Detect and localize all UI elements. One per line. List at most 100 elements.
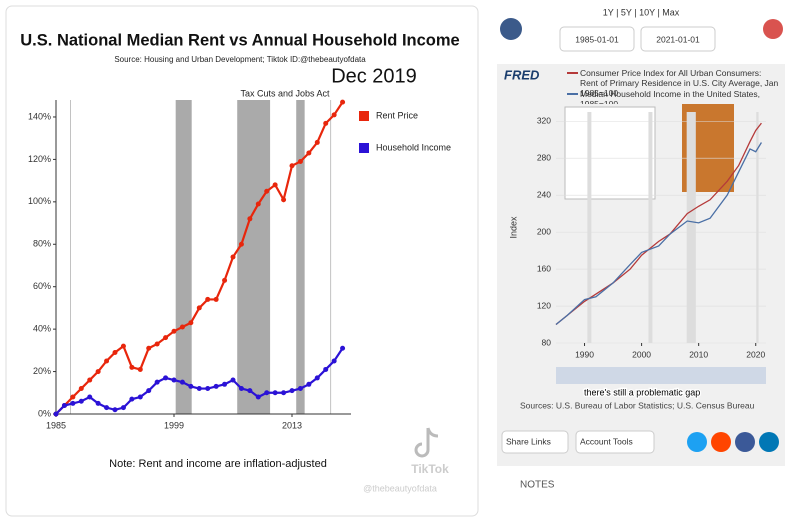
watermark-brand: TikTok — [411, 462, 449, 476]
twitter-button[interactable] — [687, 432, 707, 452]
linkedin-button[interactable] — [759, 432, 779, 452]
range-buttons[interactable]: 1Y | 5Y | 10Y | Max — [603, 7, 680, 17]
data-point — [112, 407, 118, 413]
account-tools-button[interactable] — [575, 430, 655, 454]
y-tick-label: 80% — [33, 239, 51, 249]
data-point — [314, 139, 320, 145]
data-point — [70, 394, 76, 400]
data-point — [264, 390, 270, 396]
data-point — [314, 375, 320, 381]
data-point — [213, 296, 219, 302]
data-point — [281, 390, 287, 396]
data-point — [171, 377, 177, 383]
data-point — [323, 366, 329, 372]
data-point — [179, 324, 185, 330]
x-tick-label: 2000 — [632, 349, 651, 359]
settings-icon[interactable] — [763, 19, 783, 39]
y-tick-label: 80 — [542, 337, 552, 347]
x-tick-label: 1990 — [575, 349, 594, 359]
data-point — [230, 377, 236, 383]
legend-label: Rent Price — [376, 110, 418, 120]
data-point — [281, 197, 287, 203]
data-point — [205, 386, 211, 392]
data-point — [255, 394, 261, 400]
data-point — [104, 405, 110, 411]
data-point — [272, 182, 278, 188]
chart-title: U.S. National Median Rent vs Annual Hous… — [20, 31, 459, 49]
data-point — [205, 296, 211, 302]
data-point — [154, 341, 160, 347]
legend-swatch — [359, 143, 369, 153]
end-date-input[interactable] — [640, 26, 716, 52]
notes-section — [497, 466, 785, 516]
series-line — [555, 142, 762, 326]
data-point — [306, 381, 312, 387]
range-slider[interactable] — [556, 367, 766, 384]
shaded-period — [756, 112, 759, 343]
data-point — [146, 345, 152, 351]
data-point — [104, 358, 110, 364]
x-tick-label: 1999 — [164, 420, 184, 430]
chart-note: Note: Rent and income are inflation-adju… — [109, 458, 327, 470]
data-point — [331, 358, 337, 364]
x-tick-label: 2010 — [689, 349, 708, 359]
data-point — [222, 381, 228, 387]
download-icon[interactable] — [500, 18, 522, 40]
x-tick-label: 1985 — [46, 420, 66, 430]
data-point — [87, 377, 93, 383]
data-point — [120, 343, 126, 349]
data-point — [297, 159, 303, 165]
x-tick-label: 2020 — [746, 349, 765, 359]
data-point — [188, 383, 194, 389]
y-tick-label: 60% — [33, 281, 51, 291]
start-date-input[interactable] — [559, 26, 635, 52]
y-tick-label: 120% — [28, 154, 51, 164]
data-point — [238, 386, 244, 392]
data-point — [196, 386, 202, 392]
legend-label: Household Income — [376, 142, 451, 152]
data-point — [129, 396, 135, 402]
shaded-period — [686, 112, 696, 343]
y-tick-label: 200 — [537, 226, 551, 236]
data-point — [255, 201, 261, 207]
data-point — [146, 388, 152, 394]
start-date: 1985-01-01 — [575, 34, 619, 44]
data-point — [264, 188, 270, 194]
date-annotation: Dec 2019 — [331, 65, 417, 87]
data-point — [112, 349, 118, 355]
y-tick-label: 160 — [537, 263, 551, 273]
y-tick-label: 100% — [28, 196, 51, 206]
chart-source: Source: Housing and Urban Development; T… — [114, 55, 366, 64]
data-point — [61, 403, 67, 409]
data-point — [196, 305, 202, 311]
y-tick-label: 280 — [537, 152, 551, 162]
reddit-button[interactable] — [711, 432, 731, 452]
y-tick-label: 0% — [38, 408, 51, 418]
facebook-button[interactable] — [735, 432, 755, 452]
data-point — [179, 379, 185, 385]
data-point — [272, 390, 278, 396]
legend-entry: Consumer Price Index for All Urban Consu… — [580, 68, 779, 98]
fred-logo: FRED — [504, 67, 540, 82]
data-point — [137, 366, 143, 372]
y-tick-label: 40% — [33, 324, 51, 334]
data-point — [163, 375, 169, 381]
y-tick-label: 20% — [33, 366, 51, 376]
data-point — [188, 320, 194, 326]
data-point — [222, 277, 228, 283]
data-point — [171, 328, 177, 334]
inset-thumbnail — [564, 106, 656, 200]
y-tick-label: 240 — [537, 189, 551, 199]
data-point — [120, 405, 126, 411]
data-point — [340, 99, 346, 105]
y-tick-label: 320 — [537, 115, 551, 125]
data-point — [340, 345, 346, 351]
tiktok-logo — [414, 427, 439, 458]
data-point — [238, 241, 244, 247]
data-point — [154, 379, 160, 385]
data-point — [247, 216, 253, 222]
data-point — [306, 150, 312, 156]
share-links-button[interactable] — [501, 430, 569, 454]
